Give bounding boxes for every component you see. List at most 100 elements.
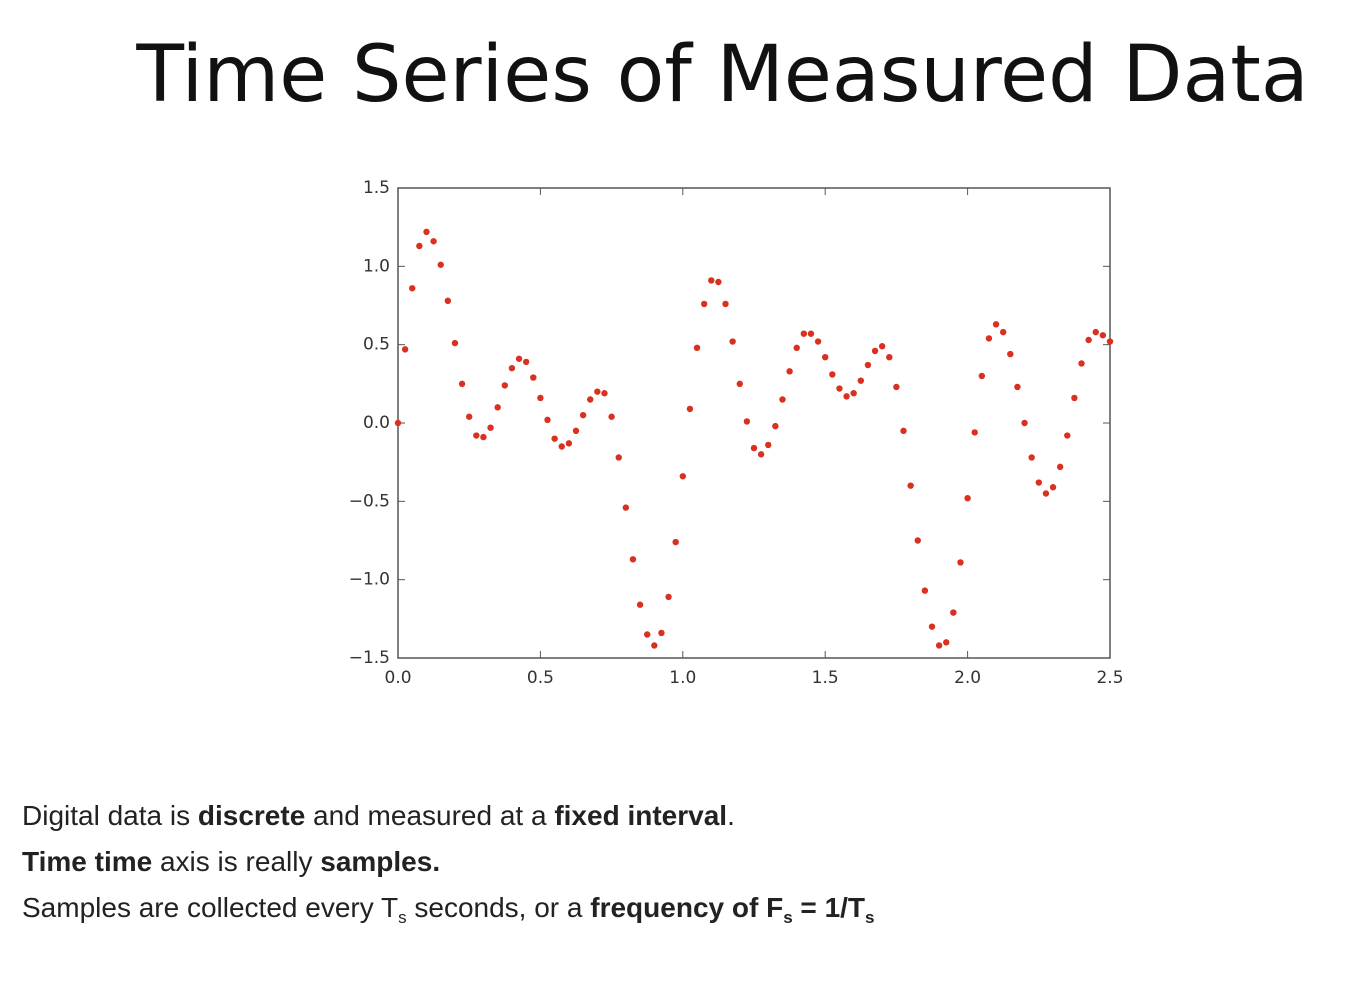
data-point bbox=[665, 593, 672, 601]
data-point bbox=[579, 411, 587, 419]
data-point bbox=[1014, 383, 1021, 391]
data-point bbox=[1078, 360, 1085, 367]
data-point bbox=[416, 242, 423, 250]
data-point bbox=[722, 300, 729, 308]
data-point bbox=[950, 609, 957, 616]
data-point bbox=[836, 385, 843, 392]
data-point bbox=[458, 380, 466, 388]
data-point bbox=[537, 394, 544, 402]
data-point bbox=[437, 261, 444, 268]
data-point bbox=[914, 537, 921, 544]
data-point bbox=[750, 444, 758, 452]
data-point bbox=[772, 422, 779, 430]
data-point bbox=[907, 482, 914, 489]
data-point bbox=[786, 368, 793, 375]
subscript: s bbox=[398, 908, 407, 927]
note-text: seconds, or a bbox=[406, 892, 591, 923]
plot-frame bbox=[397, 187, 1111, 659]
data-point bbox=[629, 556, 637, 563]
data-point bbox=[423, 228, 430, 236]
x-tick-label: 2.5 bbox=[1096, 668, 1123, 688]
note-text: discrete bbox=[197, 800, 306, 831]
data-point bbox=[700, 300, 708, 308]
data-point bbox=[779, 396, 786, 403]
data-point bbox=[451, 339, 459, 347]
data-point bbox=[636, 601, 644, 608]
data-point bbox=[686, 405, 694, 413]
data-point bbox=[651, 642, 658, 649]
y-tick-label: 0.5 bbox=[363, 335, 390, 355]
data-point bbox=[1035, 479, 1043, 486]
note-text: axis is really bbox=[152, 846, 321, 877]
data-point bbox=[487, 424, 494, 431]
x-tick-label: 2.0 bbox=[954, 668, 981, 688]
data-point bbox=[1099, 332, 1107, 339]
note-text: samples. bbox=[320, 846, 441, 877]
data-point bbox=[480, 433, 487, 441]
data-point bbox=[672, 538, 679, 546]
data-point bbox=[508, 364, 516, 372]
data-point bbox=[1028, 454, 1035, 461]
data-point bbox=[715, 278, 722, 286]
data-point bbox=[444, 297, 452, 304]
data-point bbox=[409, 285, 416, 292]
data-point bbox=[1021, 419, 1028, 427]
data-point bbox=[708, 277, 715, 284]
data-point bbox=[1071, 394, 1078, 402]
data-point bbox=[793, 344, 800, 351]
data-point bbox=[1007, 350, 1014, 358]
data-point bbox=[644, 631, 651, 638]
data-point bbox=[971, 429, 978, 436]
data-point bbox=[765, 441, 772, 449]
data-point bbox=[957, 559, 964, 566]
data-point bbox=[886, 354, 893, 361]
subscript: s bbox=[865, 908, 875, 927]
note-text: Samples are collected every T bbox=[22, 892, 399, 923]
data-point bbox=[473, 432, 480, 439]
data-point bbox=[807, 330, 815, 337]
y-tick-label: 1.0 bbox=[363, 256, 390, 276]
data-point bbox=[992, 321, 1000, 328]
data-point bbox=[466, 413, 473, 420]
data-point bbox=[921, 587, 929, 594]
data-point bbox=[679, 473, 686, 480]
note-text: fixed interval bbox=[554, 800, 728, 831]
x-tick-label: 1.5 bbox=[812, 668, 839, 688]
data-point bbox=[515, 355, 523, 362]
data-point bbox=[530, 374, 537, 381]
data-point bbox=[985, 335, 993, 342]
data-point bbox=[878, 343, 886, 350]
note-line: Samples are collected every Ts seconds, … bbox=[22, 885, 875, 941]
data-point bbox=[943, 639, 950, 646]
y-tick-label: −1.5 bbox=[349, 648, 390, 668]
notes: Digital data is discrete and measured at… bbox=[22, 793, 875, 941]
y-tick-label: 1.5 bbox=[363, 178, 390, 198]
data-point bbox=[565, 440, 573, 447]
data-point bbox=[850, 390, 857, 397]
data-point bbox=[587, 396, 594, 403]
data-point bbox=[864, 361, 872, 369]
data-point bbox=[978, 372, 986, 380]
data-point bbox=[551, 435, 558, 442]
y-tick-label: 0.0 bbox=[363, 413, 390, 433]
data-point bbox=[544, 416, 551, 424]
data-point bbox=[1092, 328, 1099, 336]
data-point bbox=[594, 388, 601, 395]
x-tick-label: 0.5 bbox=[527, 668, 554, 688]
note-line: Time time axis is really samples. bbox=[22, 839, 875, 885]
x-tick-label: 0.0 bbox=[384, 668, 411, 688]
note-text: frequency of F bbox=[590, 892, 784, 923]
note-text: = 1/T bbox=[792, 892, 866, 923]
data-point bbox=[1064, 432, 1071, 439]
data-point bbox=[608, 413, 615, 420]
data-point bbox=[843, 393, 850, 400]
data-point bbox=[729, 338, 736, 345]
x-tick-label: 1.0 bbox=[669, 668, 696, 688]
data-point bbox=[572, 427, 580, 435]
data-point bbox=[928, 623, 936, 630]
data-point bbox=[1056, 463, 1064, 471]
y-tick-label: −1.0 bbox=[349, 570, 390, 590]
subscript: s bbox=[783, 908, 793, 927]
